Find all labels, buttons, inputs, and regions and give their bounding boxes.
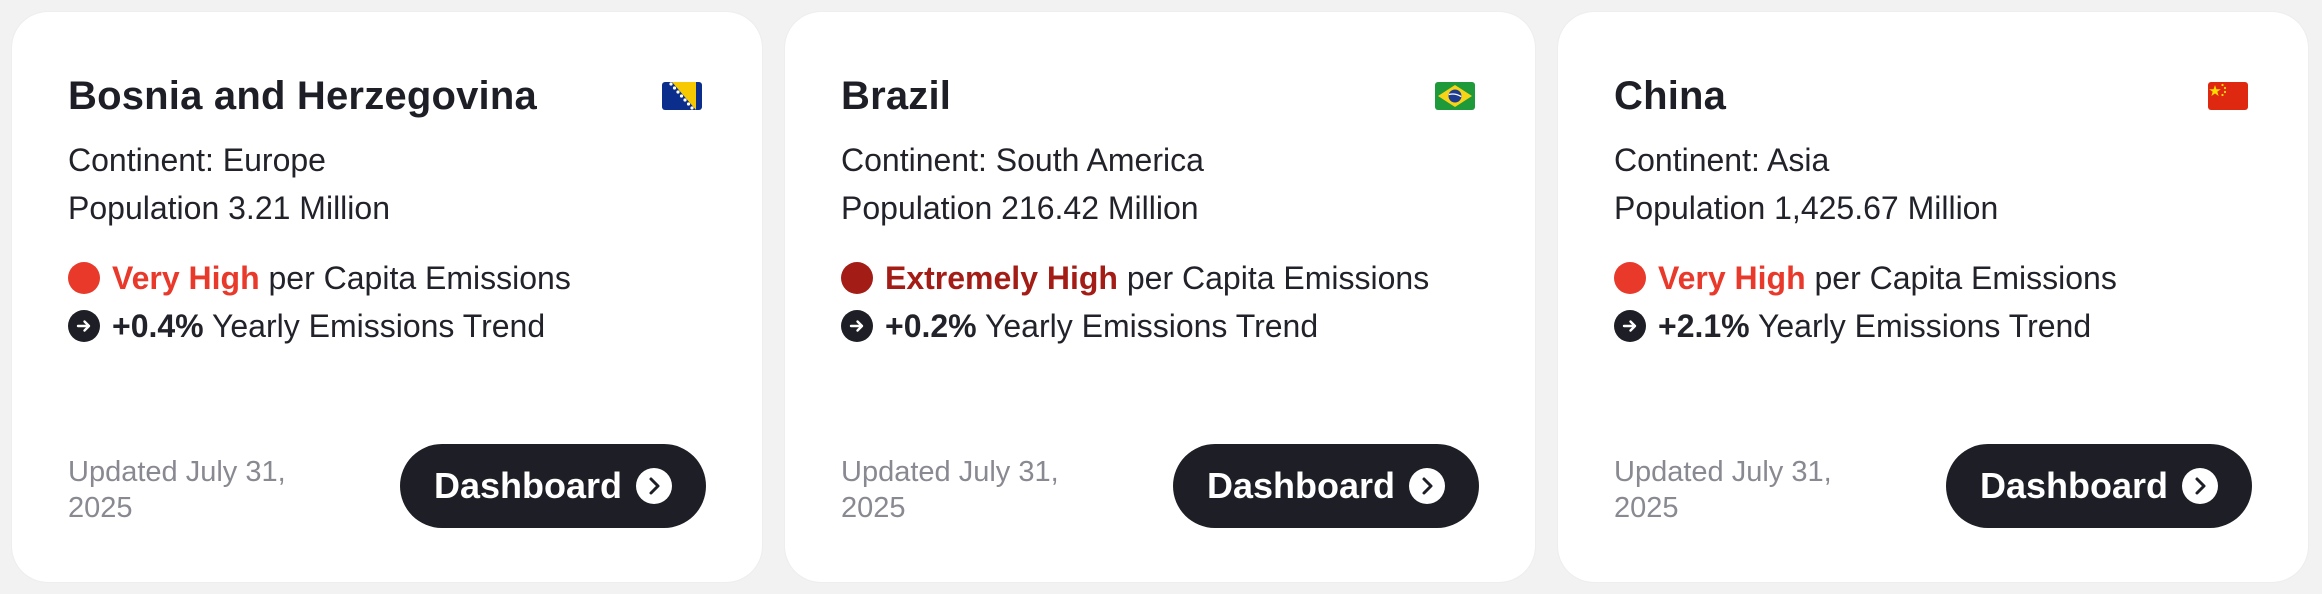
- updated-date: Updated July 31, 2025: [68, 456, 286, 524]
- dashboard-button-label: Dashboard: [433, 465, 623, 506]
- trend-label: Yearly Emissions Trend: [1757, 308, 2092, 344]
- emission-level-label: Very High: [112, 260, 260, 296]
- dashboard-button[interactable]: Dashboard: [400, 444, 706, 528]
- trend-value: +2.1%: [1658, 308, 1750, 344]
- country-card-bosnia: Bosnia and Herzegovina C: [12, 12, 762, 582]
- emissions-level: Very High per Capita Emissions: [68, 260, 571, 297]
- card-title: Bosnia and Herzegovina: [68, 74, 537, 118]
- arrow-right-circle-icon: [841, 310, 873, 342]
- emission-level-dot-icon: [841, 262, 873, 294]
- emission-level-label: Very High: [1658, 260, 1806, 296]
- emission-label: per Capita Emissions: [1814, 260, 2117, 296]
- updated-date: Updated July 31, 2025: [1614, 456, 1832, 524]
- arrow-right-circle-icon: [68, 310, 100, 342]
- brazil-flag-icon: [1435, 82, 1475, 110]
- emission-level-label: Extremely High: [885, 260, 1118, 296]
- emissions-trend: +0.4% Yearly Emissions Trend: [68, 308, 545, 345]
- emissions-trend: +2.1% Yearly Emissions Trend: [1614, 308, 2091, 345]
- emissions-level: Very High per Capita Emissions: [1614, 260, 2117, 297]
- country-card-brazil: Brazil Continent: South America Populati…: [785, 12, 1535, 582]
- bosnia-flag-icon: [662, 82, 702, 110]
- population-text: Population 216.42 Million: [841, 190, 1199, 226]
- china-flag-icon: [2208, 82, 2248, 110]
- chevron-right-circle-icon: [1409, 468, 1446, 504]
- dashboard-button-label: Dashboard: [1206, 465, 1396, 506]
- chevron-right-circle-icon: [636, 468, 673, 504]
- continent-text: Continent: Asia: [1614, 142, 1830, 178]
- population-text: Population 1,425.67 Million: [1614, 190, 1999, 226]
- emission-label: per Capita Emissions: [1126, 260, 1430, 296]
- dashboard-button-label: Dashboard: [1979, 465, 2169, 506]
- dashboard-button[interactable]: Dashboard: [1946, 444, 2252, 528]
- card-title: China: [1614, 74, 1727, 118]
- trend-value: +0.2%: [885, 308, 977, 344]
- emissions-trend: +0.2% Yearly Emissions Trend: [841, 308, 1318, 345]
- trend-value: +0.4%: [112, 308, 204, 344]
- continent-text: Continent: Europe: [68, 142, 326, 178]
- arrow-right-circle-icon: [1614, 310, 1646, 342]
- emissions-level: Extremely High per Capita Emissions: [841, 260, 1429, 297]
- card-title: Brazil: [841, 74, 952, 118]
- updated-date: Updated July 31, 2025: [841, 456, 1059, 524]
- emission-label: per Capita Emissions: [268, 260, 571, 296]
- chevron-right-circle-icon: [2182, 468, 2219, 504]
- country-card-china: China Continent: Asia Population 1,425.6…: [1558, 12, 2308, 582]
- card-header: Bosnia and Herzegovina: [68, 66, 706, 126]
- emission-level-dot-icon: [68, 262, 100, 294]
- continent-text: Continent: South America: [841, 142, 1204, 178]
- trend-label: Yearly Emissions Trend: [984, 308, 1319, 344]
- emission-level-dot-icon: [1614, 262, 1646, 294]
- card-header: China: [1614, 66, 2252, 126]
- trend-label: Yearly Emissions Trend: [211, 308, 546, 344]
- dashboard-button[interactable]: Dashboard: [1173, 444, 1479, 528]
- card-header: Brazil: [841, 66, 1479, 126]
- population-text: Population 3.21 Million: [68, 190, 390, 226]
